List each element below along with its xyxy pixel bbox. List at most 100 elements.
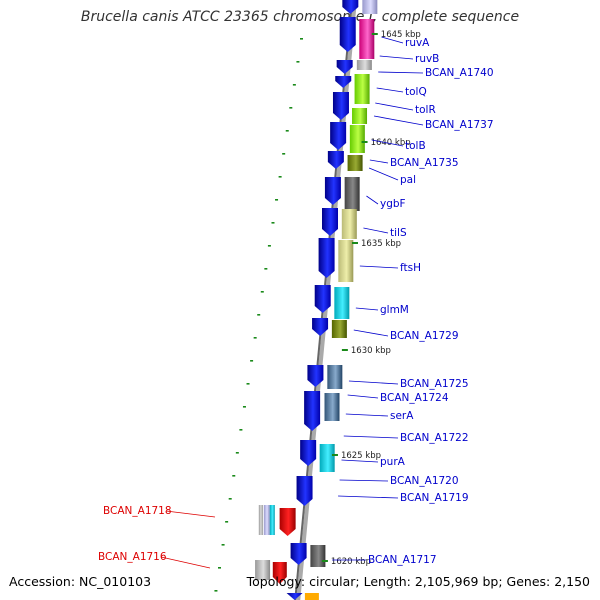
gene-box <box>269 505 275 535</box>
track-dot <box>271 222 275 224</box>
leader-line <box>347 394 379 399</box>
tick-label: 1640 kbp <box>371 138 411 148</box>
gene-label: ygbF <box>380 198 406 210</box>
gene-label: tolB <box>405 140 426 152</box>
highlighted-gene-label: BCAN_A1716 <box>98 551 167 563</box>
track-dot <box>264 268 268 270</box>
gene-arrow <box>332 92 349 120</box>
gene-arrow <box>296 476 313 506</box>
track-dot <box>278 176 282 178</box>
gene-arrow-highlight <box>272 562 287 584</box>
gene-arrow <box>304 391 321 431</box>
gene-label: ruvB <box>415 53 439 65</box>
leader-line <box>363 227 389 234</box>
leader-line <box>378 71 424 74</box>
gene-label: purA <box>380 456 406 468</box>
gene-arrow <box>307 365 324 387</box>
leader-line-highlight <box>160 556 211 569</box>
leader-line <box>366 195 379 205</box>
gene-arrow <box>314 285 331 313</box>
track-dot <box>275 199 279 201</box>
gene-arrow <box>335 76 352 88</box>
gene-arrow <box>330 122 347 150</box>
leader-line <box>373 115 424 126</box>
gene-label: tolQ <box>405 86 427 98</box>
track-dot <box>235 452 239 454</box>
gene-label: BCAN_A1720 <box>390 475 459 487</box>
gene-box <box>310 545 326 567</box>
track-dot <box>225 521 229 523</box>
gene-label: BCAN_A1717 <box>368 554 437 566</box>
gene-box <box>347 155 363 171</box>
gene-box <box>338 240 354 282</box>
leader-line <box>338 495 399 499</box>
topology-text: Topology: circular; Length: 2,105,969 bp… <box>246 574 590 589</box>
tick-label: 1645 kbp <box>381 30 421 40</box>
tick-label: 1620 kbp <box>331 557 371 567</box>
track-dot <box>282 153 286 155</box>
gene-label: glmM <box>380 304 409 316</box>
gene-label: BCAN_A1719 <box>400 492 469 504</box>
gene-arrow <box>300 440 317 466</box>
track-dot <box>296 61 300 63</box>
gene-label: BCAN_A1735 <box>390 157 459 169</box>
leader-line <box>343 435 399 439</box>
gene-box <box>349 125 365 153</box>
gene-arrow <box>286 593 303 600</box>
gene-arrow <box>342 0 359 14</box>
gene-arrow <box>324 177 341 205</box>
track-dot <box>232 475 236 477</box>
leader-line <box>348 380 399 385</box>
gene-box <box>255 560 271 580</box>
gene-arrow <box>339 17 356 52</box>
gene-arrow <box>318 238 335 278</box>
leader-line <box>376 87 404 93</box>
gene-box <box>334 287 350 319</box>
gene-arrow <box>336 60 353 74</box>
leader-line <box>339 479 389 482</box>
leader-line <box>381 36 404 44</box>
track-dot <box>250 360 254 362</box>
gene-box <box>324 393 340 421</box>
track-dot <box>267 245 271 247</box>
track-dot <box>260 291 264 293</box>
gene-label: BCAN_A1725 <box>400 378 469 390</box>
gene-label: BCAN_A1729 <box>390 330 459 342</box>
gene-arrow <box>327 151 344 169</box>
gene-label: serA <box>390 410 414 422</box>
tick-label: 1630 kbp <box>351 346 391 356</box>
leader-line <box>359 265 399 269</box>
track-dot <box>300 38 303 40</box>
gene-arrow <box>290 543 307 565</box>
gene-box <box>352 108 368 124</box>
gene-box <box>327 365 343 389</box>
gene-label: tilS <box>390 227 407 239</box>
gene-box <box>362 0 378 14</box>
gene-label: tolR <box>415 104 436 116</box>
track-dot <box>214 590 218 592</box>
leader-line <box>369 159 389 164</box>
leader-line <box>375 102 414 111</box>
track-dot <box>292 84 296 86</box>
accession-text: Accession: NC_010103 <box>9 574 152 589</box>
gene-label: ftsH <box>400 262 421 274</box>
highlighted-gene-label: BCAN_A1718 <box>103 505 172 517</box>
gene-box <box>359 19 375 59</box>
gene-arrow <box>312 318 329 336</box>
gene-box <box>331 320 347 338</box>
tick-label: 1625 kbp <box>341 451 381 461</box>
gene-label: BCAN_A1722 <box>400 432 469 444</box>
track-dot <box>239 429 243 431</box>
gene-box <box>263 505 270 535</box>
gene-box <box>304 593 319 600</box>
gene-box <box>356 60 372 70</box>
gene-label: BCAN_A1740 <box>425 67 494 79</box>
track-dot <box>253 337 257 339</box>
gene-box <box>319 444 335 472</box>
leader-line <box>379 55 414 60</box>
leader-line <box>371 139 404 147</box>
map-title: Brucella canis ATCC 23365 chromosome I, … <box>80 9 520 25</box>
leader-line <box>341 459 379 463</box>
